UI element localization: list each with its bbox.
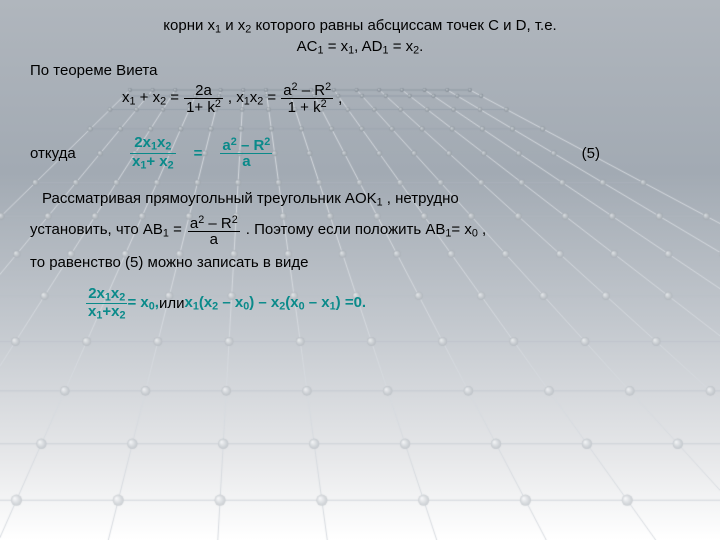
- vieta-prod-frac: a2 – R2 1 + k2: [281, 82, 333, 115]
- final-rhs: x1(x2 – x0) – x2(x0 – x1) =0.: [184, 295, 366, 312]
- final-or: или: [159, 296, 185, 311]
- vieta-prod-lhs: , x1x2 =: [228, 90, 276, 107]
- equation-5-row: откуда 2x1x2 x1+ x2 = a2 – R2 a (5): [30, 135, 690, 171]
- line-therefore: то равенство (5) можно записать в виде: [30, 255, 690, 270]
- line-triangle: Рассматривая прямоугольный треугольник A…: [42, 191, 690, 208]
- ab1-row: установить, что AB1 = a2 – R2 a . Поэтом…: [30, 215, 690, 247]
- line-ac-ad: AC1 = x1, AD1 = x2.: [30, 39, 690, 56]
- final-equals-x0: = x0,: [127, 295, 158, 312]
- line-roots: корни x1 и x2 которого равны абсциссам т…: [30, 18, 690, 35]
- final-equation-row: 2x1x2 x1+x2 = x0, или x1(x2 – x0) – x2(x…: [86, 286, 690, 322]
- ab1-lhs: установить, что AB1 =: [30, 222, 182, 239]
- vieta-equations: x1 + x2 = 2a 1+ k2 , x1x2 = a2 – R2 1 + …: [122, 82, 690, 115]
- eq5-rhs-frac: a2 – R2 a: [220, 137, 272, 169]
- line-vieta-intro: По теореме Виета: [30, 63, 690, 78]
- vieta-tail: ,: [338, 91, 342, 106]
- eq5-reference: (5): [582, 146, 600, 161]
- final-lhs-frac: 2x1x2 x1+x2: [86, 286, 127, 322]
- ab1-rhs: . Поэтому если положить AB1= x0 ,: [246, 222, 486, 239]
- vieta-sum-frac: 2a 1+ k2: [184, 83, 223, 115]
- slide-content: корни x1 и x2 которого равны абсциссам т…: [0, 0, 720, 540]
- vieta-sum-lhs: x1 + x2 =: [122, 90, 179, 107]
- ab1-frac: a2 – R2 a: [188, 215, 240, 247]
- eq5-equals: =: [194, 146, 203, 161]
- whence-label: откуда: [30, 146, 90, 161]
- eq5-lhs-frac: 2x1x2 x1+ x2: [130, 135, 176, 171]
